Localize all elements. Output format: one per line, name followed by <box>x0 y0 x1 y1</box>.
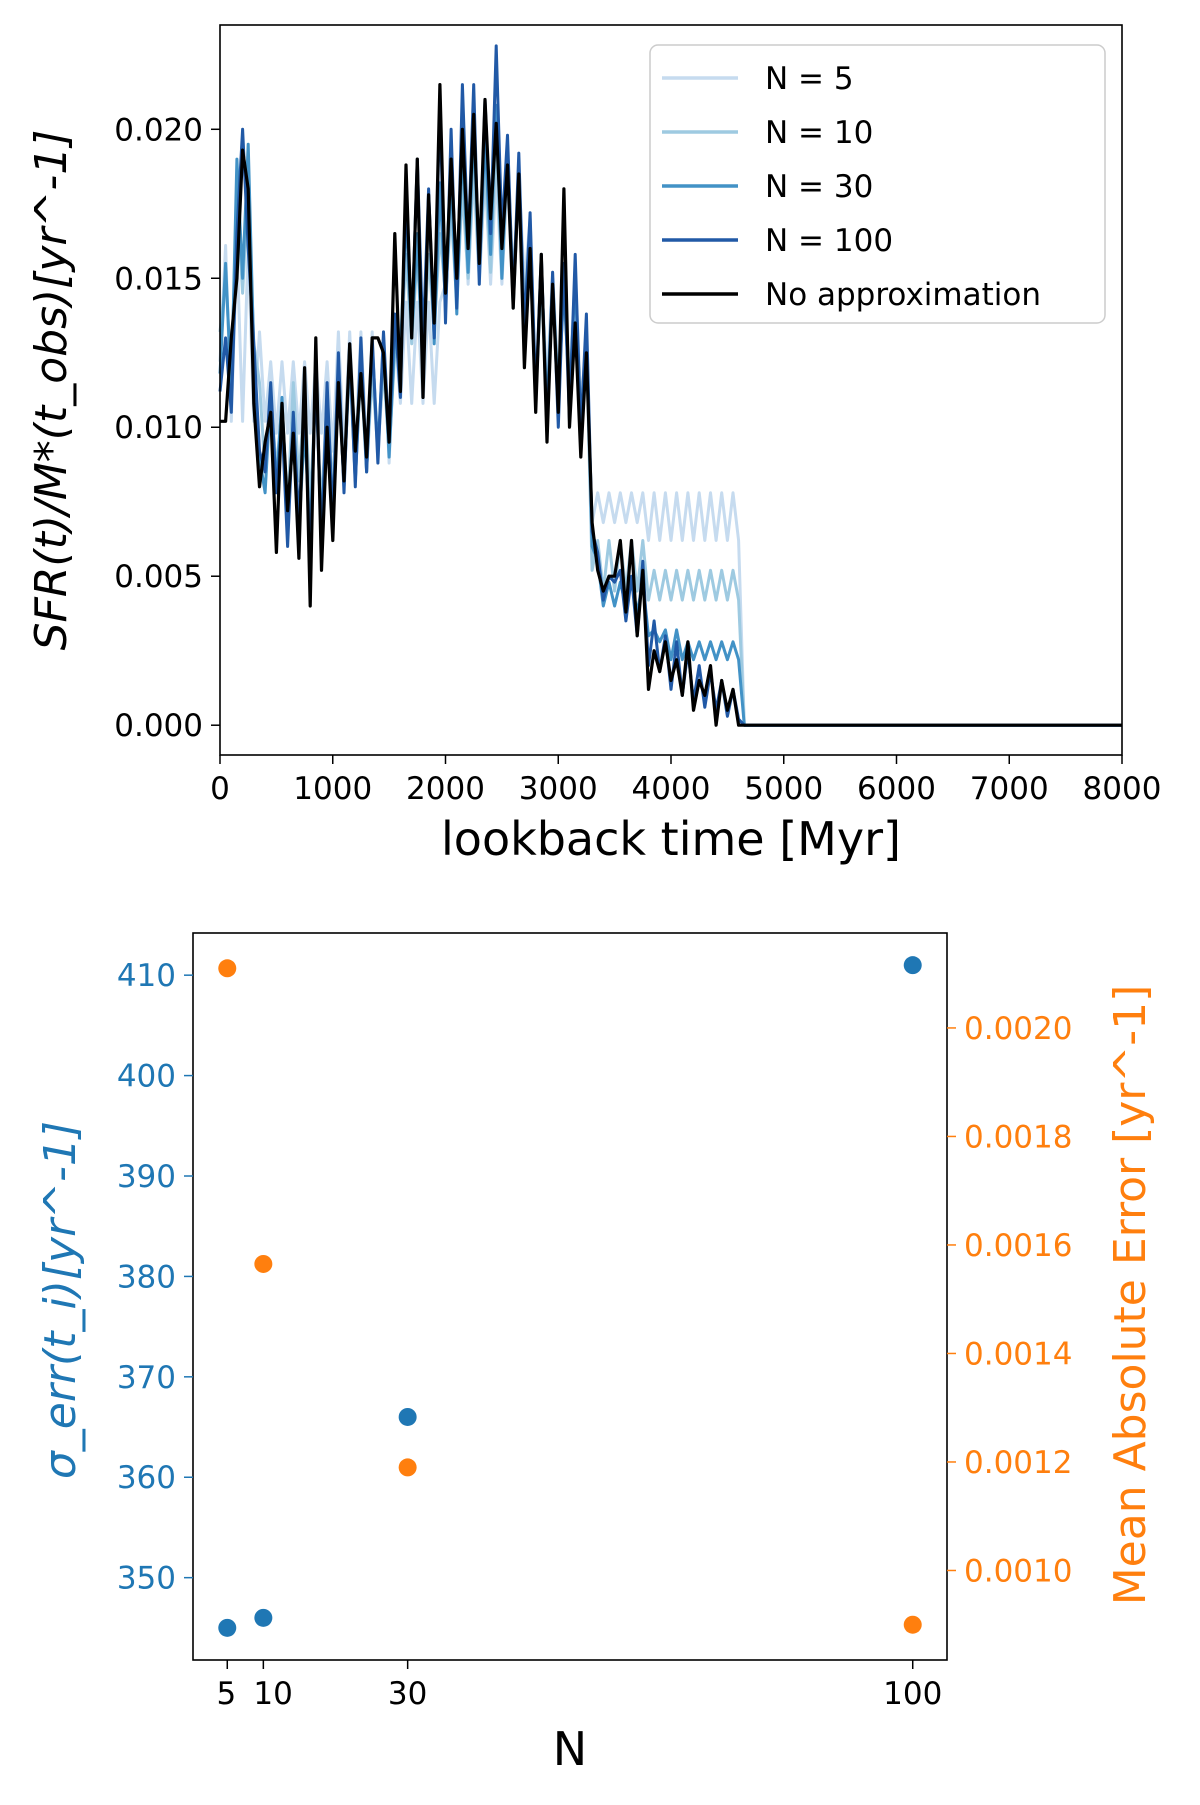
legend-label: N = 5 <box>765 61 854 97</box>
error-left-y-axis-label: σ_err(t_i)[yr^-1] <box>35 1121 86 1479</box>
data-point-left <box>254 1608 273 1627</box>
error-plot-frame <box>192 932 948 1661</box>
legend-box <box>649 44 1106 324</box>
y-tick-label: 0.005 <box>114 559 203 595</box>
y-tick-label: 0.020 <box>114 112 203 148</box>
data-point-right <box>398 1458 417 1477</box>
left-y-tick-label: 380 <box>117 1259 176 1295</box>
right-y-tick-label: 0.0020 <box>964 1011 1072 1047</box>
left-y-tick-label: 360 <box>117 1460 176 1496</box>
x-tick-label: 6000 <box>857 771 936 807</box>
right-y-tick-label: 0.0010 <box>964 1553 1072 1589</box>
series-line-4 <box>220 83 1122 727</box>
sfr-chart: 0 1000 2000 3000 4000 5000 6000 7000 8000 0.0000… <box>26 24 1161 866</box>
x-tick-label: 5000 <box>744 771 823 807</box>
legend-label: N = 100 <box>765 223 893 259</box>
sfr-y-ticks: 0.000 0.005 0.010 0.015 0.020 <box>114 112 220 744</box>
left-y-tick-label: 390 <box>117 1159 176 1195</box>
x-tick-label: 10 <box>253 1676 292 1712</box>
legend-label: No approximation <box>765 277 1041 313</box>
left-y-tick-label: 350 <box>117 1561 176 1597</box>
left-y-tick-label: 410 <box>117 958 176 994</box>
error-right-y-axis-label: Mean Absolute Error [yr^-1] <box>1105 985 1156 1606</box>
error-x-ticks: 5 10 30 100 <box>217 1660 942 1712</box>
sfr-legend: N = 5 N = 10 N = 30 N = 100 No approximation <box>649 44 1106 324</box>
x-tick-label: 1000 <box>293 771 372 807</box>
sfr-x-ticks: 0 1000 2000 3000 4000 5000 6000 7000 8000 <box>210 755 1161 807</box>
error-left-y-ticks: 350 360 370 380 390 400 410 <box>117 958 193 1597</box>
sfr-y-axis-label: SFR(t)/M*(t_obs)[yr^-1] <box>26 130 77 651</box>
y-tick-label: 0.000 <box>114 708 203 744</box>
y-tick-label: 0.015 <box>114 261 203 297</box>
error-points-group <box>218 956 922 1637</box>
data-point-left <box>903 956 922 975</box>
error-x-axis-label: N <box>553 1722 587 1776</box>
x-tick-label: 0 <box>210 771 230 807</box>
error-right-y-ticks: 0.0010 0.0012 0.0014 0.0016 0.0018 0.0020 <box>947 1011 1072 1589</box>
y-tick-label: 0.010 <box>114 410 203 446</box>
right-y-tick-label: 0.0012 <box>964 1445 1072 1481</box>
x-tick-label: 7000 <box>970 771 1049 807</box>
left-y-tick-label: 400 <box>117 1059 176 1095</box>
data-point-left <box>218 1618 237 1637</box>
right-y-tick-label: 0.0014 <box>964 1336 1072 1372</box>
x-tick-label: 8000 <box>1083 771 1162 807</box>
left-y-tick-label: 370 <box>117 1360 176 1396</box>
x-tick-label: 3000 <box>519 771 598 807</box>
x-tick-label: 4000 <box>632 771 711 807</box>
data-point-right <box>218 959 237 978</box>
right-y-tick-label: 0.0016 <box>964 1228 1072 1264</box>
right-y-tick-label: 0.0018 <box>964 1119 1072 1155</box>
data-point-right <box>903 1615 922 1634</box>
x-tick-label: 100 <box>883 1676 942 1712</box>
sfr-x-axis-label: lookback time [Myr] <box>441 812 901 866</box>
data-point-left <box>398 1407 417 1426</box>
x-tick-label: 5 <box>217 1676 237 1712</box>
x-tick-label: 2000 <box>406 771 485 807</box>
data-point-right <box>254 1254 273 1273</box>
sfr-series-group <box>218 44 1122 727</box>
legend-label: N = 10 <box>765 115 873 151</box>
legend-label: N = 30 <box>765 169 873 205</box>
x-tick-label: 30 <box>388 1676 427 1712</box>
